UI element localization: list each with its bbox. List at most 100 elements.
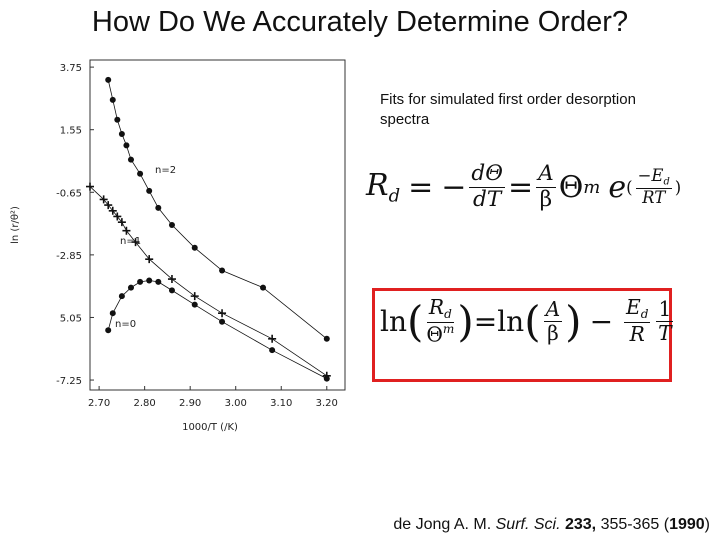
- x-tick-label: 2.70: [88, 398, 110, 409]
- marker: [108, 206, 117, 215]
- marker: [146, 277, 153, 284]
- chart: 3.75 1.55 -0.65 -2.85 5.05 -7.25 2.70 2.80 2.90 3…: [10, 59, 346, 433]
- marker: [86, 182, 94, 191]
- eq-text: R: [629, 322, 645, 347]
- x-tick-label: 3.20: [316, 398, 338, 409]
- eq-text: d: [640, 307, 649, 322]
- cite-text: Surf. Sci.: [495, 516, 561, 533]
- marker: [127, 156, 134, 163]
- marker: [268, 334, 277, 343]
- citation: de Jong A. M. Surf. Sci. 233, 355-365 (1…: [393, 516, 710, 534]
- series-line: [89, 186, 328, 377]
- eq-text: −: [589, 304, 614, 338]
- x-axis-label: 1000/T (/K): [182, 422, 238, 433]
- marker: [118, 293, 125, 300]
- eq-text: d: [388, 185, 401, 207]
- y-tick-label: 5.05: [60, 313, 82, 324]
- eq-text: 1: [656, 296, 674, 322]
- y-tick-label: -7.25: [56, 376, 82, 387]
- eq-text: e: [608, 169, 627, 205]
- eq-text: Θ: [426, 322, 443, 347]
- marker: [218, 309, 227, 318]
- eq-text: d: [444, 307, 452, 322]
- highlight-box: [372, 288, 672, 382]
- marker: [104, 201, 113, 210]
- y-tick-label: -2.85: [56, 251, 82, 262]
- x-tick-label: 2.90: [179, 398, 201, 409]
- note: Fits for simulated first order desorptio…: [380, 91, 636, 128]
- series-label: n=1: [120, 236, 141, 247]
- marker: [190, 292, 199, 301]
- eq-text: β: [539, 186, 553, 212]
- cite-text: de Jong A. M.: [393, 516, 492, 533]
- marker: [105, 327, 112, 334]
- x-tick-label: 3.00: [225, 398, 247, 409]
- eq-text: (: [524, 296, 541, 346]
- marker: [99, 195, 108, 204]
- y-axis-label: ln (r/θ²): [10, 206, 21, 244]
- eq-text: ): [457, 296, 474, 346]
- eq-text: ln: [380, 304, 407, 338]
- cite-text: 233,: [564, 516, 597, 533]
- marker: [269, 347, 276, 354]
- eq-text: A: [545, 296, 561, 321]
- eq-text: m: [442, 322, 455, 337]
- eq-text: =ln: [473, 304, 525, 338]
- eq-text: R: [428, 295, 445, 319]
- eq-text: E: [626, 295, 641, 320]
- eq-text: (: [407, 296, 424, 346]
- marker: [219, 318, 226, 325]
- marker: [219, 267, 226, 274]
- marker: [122, 226, 131, 235]
- marker: [137, 278, 144, 285]
- marker: [168, 222, 175, 228]
- marker: [191, 301, 198, 308]
- marker: [109, 96, 116, 103]
- eq-text: d: [663, 176, 670, 188]
- marker: [191, 244, 198, 251]
- x-tick-label: 2.80: [134, 398, 156, 409]
- eq-text: m: [583, 176, 601, 198]
- marker: [123, 142, 130, 149]
- cite-text: 1990: [669, 516, 705, 533]
- marker: [117, 218, 126, 227]
- marker: [113, 212, 122, 221]
- eq-text: β: [547, 320, 559, 345]
- marker: [167, 275, 176, 284]
- marker: [127, 284, 134, 291]
- eq-text: −: [441, 169, 467, 205]
- marker: [168, 287, 175, 294]
- y-tick-label: 3.75: [60, 63, 82, 74]
- series-label: n=2: [155, 165, 176, 176]
- marker: [114, 116, 121, 123]
- cite-text: ): [704, 516, 710, 533]
- marker: [137, 170, 144, 177]
- y-tick-label: -0.65: [56, 188, 82, 199]
- series-label: n=0: [115, 319, 136, 330]
- marker: [155, 278, 162, 285]
- marker: [131, 238, 140, 247]
- eq-text: R: [366, 168, 389, 204]
- marker: [155, 204, 162, 211]
- eq-text: −E: [637, 165, 664, 185]
- y-tick-label: 1.55: [60, 126, 82, 137]
- eq-text: =: [507, 169, 534, 205]
- eq-text: dT: [473, 186, 502, 212]
- marker: [146, 187, 153, 194]
- slide-title: How Do We Accurately Determine Order?: [91, 6, 629, 38]
- eq-text: ): [565, 296, 582, 346]
- eq-text: Θ: [558, 169, 584, 205]
- eq-text: RT: [642, 187, 666, 207]
- marker: [323, 375, 330, 382]
- series-line: [107, 280, 327, 379]
- eq-text: dΘ: [471, 161, 503, 186]
- cite-text: 355-365 (: [600, 516, 670, 533]
- eq-text: A: [538, 161, 554, 186]
- plot-frame: [89, 59, 346, 391]
- x-tick-label: 3.10: [270, 398, 292, 409]
- eq-text: =: [408, 169, 434, 205]
- marker: [109, 310, 116, 317]
